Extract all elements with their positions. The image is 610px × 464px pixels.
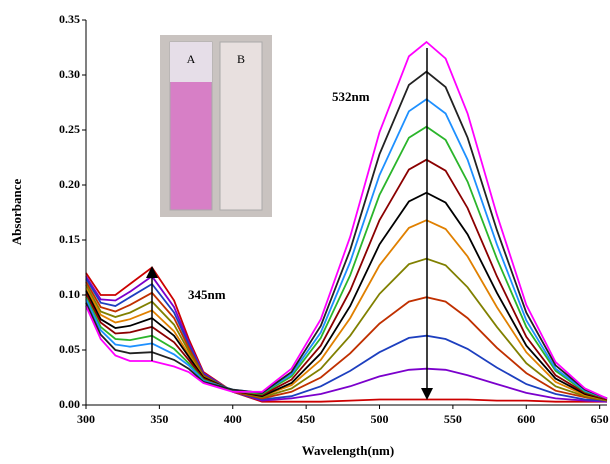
- y-tick-label: 0.00: [59, 397, 80, 411]
- spectrum-line: [85, 257, 608, 402]
- y-tick-label: 0.20: [59, 177, 80, 191]
- x-axis-label: Wavelength(nm): [302, 443, 394, 458]
- x-tick-label: 600: [517, 412, 535, 426]
- x-tick-label: 300: [77, 412, 95, 426]
- spectrum-line: [85, 281, 608, 402]
- spectrum-line: [85, 98, 608, 400]
- y-tick-label: 0.05: [59, 342, 80, 356]
- inset-label: A: [187, 52, 196, 66]
- y-tick-label: 0.10: [59, 287, 80, 301]
- x-tick-label: 500: [371, 412, 389, 426]
- y-tick-label: 0.15: [59, 232, 80, 246]
- y-tick-label: 0.25: [59, 122, 80, 136]
- annotation: 345nm: [188, 287, 226, 302]
- spectrum-line: [85, 70, 608, 400]
- y-tick-label: 0.30: [59, 67, 80, 81]
- spectrum-line: [85, 40, 608, 400]
- spectrum-line: [85, 266, 607, 403]
- cuvette-b: [219, 41, 263, 211]
- spectrum-line: [85, 275, 608, 403]
- annotation: 532nm: [332, 89, 370, 104]
- inset-photo: A B: [160, 35, 272, 217]
- y-axis-label: Absorbance: [9, 179, 24, 246]
- x-tick-label: 550: [444, 412, 462, 426]
- x-tick-label: 450: [297, 412, 315, 426]
- x-tick-label: 350: [150, 412, 168, 426]
- x-tick-label: 650: [591, 412, 609, 426]
- x-tick-label: 400: [224, 412, 242, 426]
- spectrum-line: [85, 278, 608, 402]
- spectrum-line: [85, 219, 608, 401]
- spectrum-line: [85, 158, 608, 401]
- spectrum-line: [85, 191, 608, 401]
- spectrum-line: [85, 125, 608, 400]
- y-tick-label: 0.35: [59, 12, 80, 26]
- inset-label: B: [237, 52, 245, 66]
- cuvette-a-top: [170, 42, 212, 82]
